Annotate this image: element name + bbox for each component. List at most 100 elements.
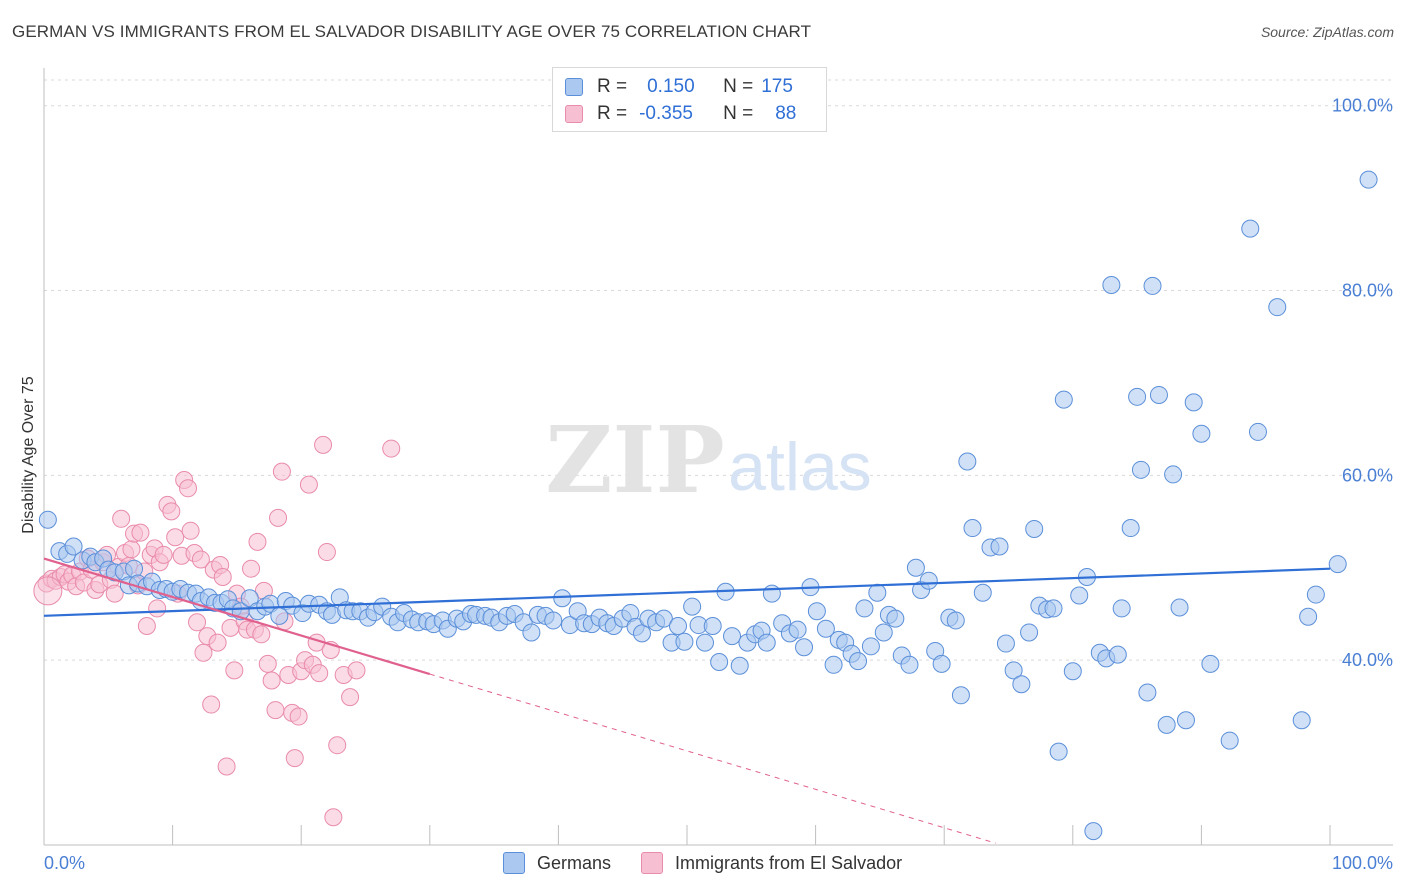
germans-point: [1054, 390, 1073, 409]
salvador-point: [262, 671, 281, 690]
salvador-point: [179, 479, 198, 498]
germans-point: [1184, 393, 1203, 412]
legend-n-value: 175: [761, 76, 793, 97]
salvador-trend-line: [43, 557, 431, 676]
germans-point: [990, 537, 1009, 556]
legend-n-label: N =: [723, 103, 754, 124]
legend: R = 0.150 N = 175 R = -0.355 N = 88: [552, 67, 827, 132]
chart-title: GERMAN VS IMMIGRANTS FROM EL SALVADOR DI…: [12, 22, 812, 41]
salvador-point: [317, 543, 336, 562]
germans-point: [1138, 683, 1157, 702]
germans-point: [1220, 731, 1239, 750]
germans-point: [861, 637, 880, 656]
germans-point: [1025, 519, 1044, 538]
salvador-point: [328, 736, 347, 755]
x-tick-min: 0.0%: [44, 853, 85, 873]
legend-swatch-germans: [565, 78, 583, 96]
salvador-point: [272, 462, 291, 481]
germans-point: [1121, 519, 1140, 538]
germans-point: [816, 619, 835, 638]
salvador-point: [181, 521, 200, 540]
germans-point: [654, 609, 673, 628]
salvador-point: [310, 664, 329, 683]
salvador-point: [266, 701, 285, 720]
germans-point: [973, 583, 992, 602]
y-tick-label: 100.0%: [1332, 96, 1393, 116]
y-tick-label: 60.0%: [1342, 465, 1393, 485]
salvador-point: [166, 528, 185, 547]
germans-point: [1241, 219, 1260, 238]
watermark-zip: ZIP: [545, 406, 724, 514]
salvador-point: [154, 545, 173, 564]
legend-row-salvador: R = -0.355 N = 88: [565, 101, 796, 127]
salvador-point: [258, 654, 277, 673]
germans-point: [757, 633, 776, 652]
salvador-point: [217, 757, 236, 776]
salvador-point: [225, 661, 244, 680]
salvador-point: [148, 599, 167, 618]
germans-point: [807, 602, 826, 621]
germans-point: [932, 654, 951, 673]
germans-trend-line: [43, 567, 1331, 617]
axes: [43, 68, 1393, 846]
bottom-legend-germans-label: Germans: [537, 852, 612, 873]
germans-point: [723, 627, 742, 646]
germans-point: [683, 597, 702, 616]
salvador-point: [188, 613, 207, 632]
germans-point: [38, 510, 57, 529]
watermark-atlas: atlas: [728, 429, 872, 505]
germans-point: [855, 599, 874, 618]
germans-point: [1108, 645, 1127, 664]
germans-point: [522, 623, 541, 642]
germans-point: [963, 519, 982, 538]
germans-point: [64, 537, 83, 556]
germans-point: [795, 638, 814, 657]
y-axis-label: Disability Age Over 75: [20, 376, 37, 534]
germans-point: [1143, 276, 1162, 295]
y-tick-label: 40.0%: [1342, 650, 1393, 670]
germans-point: [696, 633, 715, 652]
salvador-point: [137, 616, 156, 635]
salvador-point: [105, 584, 124, 603]
germans-point: [553, 589, 572, 608]
germans-point: [1299, 607, 1318, 626]
bottom-swatch-salvador: [641, 852, 664, 874]
legend-swatch-salvador: [565, 105, 583, 123]
series-germans-points: [38, 170, 1378, 841]
salvador-point: [382, 439, 401, 458]
germans-point: [1131, 460, 1150, 479]
bottom-legend-salvador-label: Immigrants from El Salvador: [675, 852, 903, 873]
germans-point: [900, 655, 919, 674]
legend-row-germans: R = 0.150 N = 175: [565, 74, 793, 100]
germans-point: [1102, 275, 1121, 294]
legend-n-value: 88: [775, 103, 797, 124]
germans-point: [1012, 675, 1031, 694]
salvador-point: [112, 509, 131, 528]
germans-point: [1128, 387, 1147, 406]
germans-point: [886, 609, 905, 628]
germans-point: [946, 611, 965, 630]
salvador-trend-extension: [429, 673, 996, 844]
germans-point: [1164, 465, 1183, 484]
salvador-point-cluster: [33, 576, 63, 606]
germans-point: [1157, 715, 1176, 734]
salvador-point: [122, 540, 141, 559]
y-tick-labels: 40.0% 60.0% 80.0% 100.0%: [1332, 96, 1393, 670]
bottom-legend-germans: Germans: [503, 852, 611, 874]
germans-point: [1070, 586, 1089, 605]
germans-point: [1292, 711, 1311, 730]
salvador-point: [248, 532, 267, 551]
salvador-point: [347, 661, 366, 680]
germans-point: [710, 653, 729, 672]
germans-point: [762, 584, 781, 603]
salvador-point: [269, 508, 288, 527]
salvador-point: [341, 688, 360, 707]
legend-r-label: R =: [597, 76, 628, 97]
germans-point: [951, 686, 970, 705]
germans-point: [996, 634, 1015, 653]
bottom-legend-salvador: Immigrants from El Salvador: [641, 852, 902, 874]
germans-point: [1176, 711, 1195, 730]
germans-point: [1084, 822, 1103, 841]
germans-point: [868, 583, 887, 602]
